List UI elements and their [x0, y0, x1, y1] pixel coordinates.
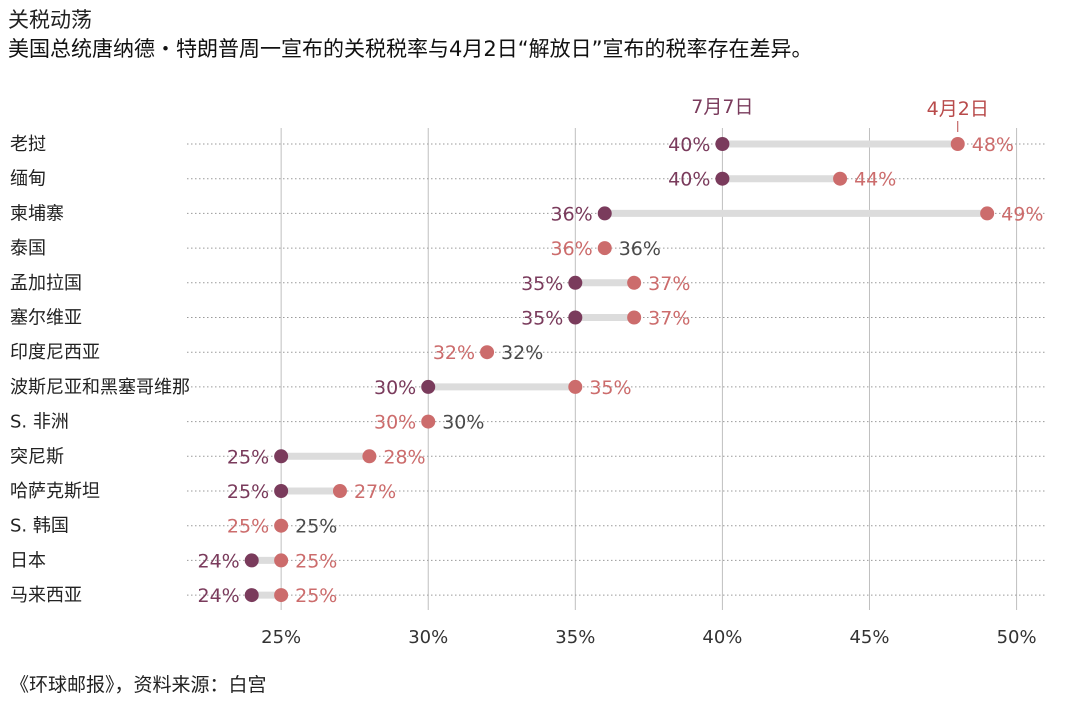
dot-april	[597, 241, 612, 256]
category-label: 老挝	[10, 134, 46, 155]
value-label-july: 25%	[227, 481, 269, 503]
chart-subtitle: 美国总统唐纳德・特朗普周一宣布的关税税率与4月2日“解放日”宣布的税率存在差异。	[8, 37, 813, 61]
value-label-april: 49%	[1001, 203, 1043, 225]
category-label: S. 韩国	[10, 516, 69, 537]
series-header-july: 7月7日	[691, 96, 753, 118]
dot-april	[627, 275, 642, 290]
dot-april	[274, 588, 289, 603]
series-header-april: 4月2日	[927, 98, 989, 120]
value-label-april: 28%	[383, 446, 425, 468]
value-label-april: 44%	[854, 169, 896, 191]
value-label-april: 27%	[354, 481, 396, 503]
dot-april	[627, 310, 642, 325]
dot-april	[274, 553, 289, 568]
x-tick-label: 35%	[555, 627, 595, 648]
value-label-april: 37%	[648, 273, 690, 295]
value-label-july: 32%	[433, 342, 475, 364]
value-label-july: 30%	[374, 377, 416, 399]
value-label-july: 36%	[550, 238, 592, 260]
value-label-july: 36%	[550, 203, 592, 225]
category-label: 孟加拉国	[10, 273, 82, 294]
dot-april	[362, 449, 377, 464]
dot-july	[244, 588, 259, 603]
dot-april	[833, 171, 848, 186]
dot-april	[980, 206, 995, 221]
dot-july	[274, 484, 289, 498]
value-label-april: 32%	[501, 342, 543, 364]
chart-title: 关税动荡	[8, 8, 92, 32]
value-label-july: 25%	[227, 446, 269, 468]
dot-july	[421, 379, 436, 394]
dot-july	[568, 275, 583, 290]
category-label: 柬埔寨	[10, 203, 64, 224]
category-label: 波斯尼亚和黑塞哥维那	[10, 377, 190, 398]
value-label-july: 30%	[374, 412, 416, 434]
dot-july	[274, 449, 289, 464]
value-label-april: 48%	[972, 134, 1014, 156]
category-label: 突尼斯	[10, 446, 64, 467]
source-note: 《环球邮报》，资料来源：白宫	[10, 674, 267, 696]
value-label-july: 40%	[668, 134, 710, 156]
x-tick-label: 40%	[702, 627, 742, 648]
dot-april	[332, 484, 347, 498]
value-label-july: 25%	[227, 516, 269, 538]
dot-july	[244, 553, 259, 568]
x-tick-label: 30%	[408, 627, 448, 648]
category-label: 日本	[10, 550, 46, 571]
x-tick-label: 45%	[849, 627, 889, 648]
value-label-july: 35%	[521, 308, 563, 330]
dot-july	[715, 137, 730, 151]
value-label-april: 25%	[295, 585, 337, 607]
value-label-april: 35%	[589, 377, 631, 399]
dot-april	[480, 345, 495, 360]
dot-july	[568, 310, 583, 325]
dot-april	[274, 518, 289, 533]
value-label-april: 37%	[648, 308, 690, 330]
x-tick-label: 50%	[997, 627, 1037, 648]
dot-july	[597, 206, 612, 221]
value-label-april: 30%	[442, 412, 484, 434]
value-label-april: 36%	[619, 238, 661, 260]
dot-april	[950, 137, 965, 151]
value-label-april: 25%	[295, 550, 337, 572]
value-label-july: 24%	[197, 585, 239, 607]
category-label: 塞尔维亚	[10, 308, 82, 329]
value-label-april: 25%	[295, 516, 337, 538]
dot-april	[568, 379, 583, 394]
category-label: 马来西亚	[10, 585, 82, 606]
x-tick-label: 25%	[261, 627, 301, 648]
dot-april	[421, 414, 436, 429]
category-label: 泰国	[10, 238, 46, 259]
category-label: 哈萨克斯坦	[10, 481, 100, 502]
value-label-july: 24%	[197, 550, 239, 572]
value-label-july: 35%	[521, 273, 563, 295]
category-label: S. 非洲	[10, 412, 69, 433]
category-label: 缅甸	[10, 169, 46, 190]
value-label-july: 40%	[668, 169, 710, 191]
dot-july	[715, 171, 730, 186]
category-label: 印度尼西亚	[10, 342, 100, 363]
